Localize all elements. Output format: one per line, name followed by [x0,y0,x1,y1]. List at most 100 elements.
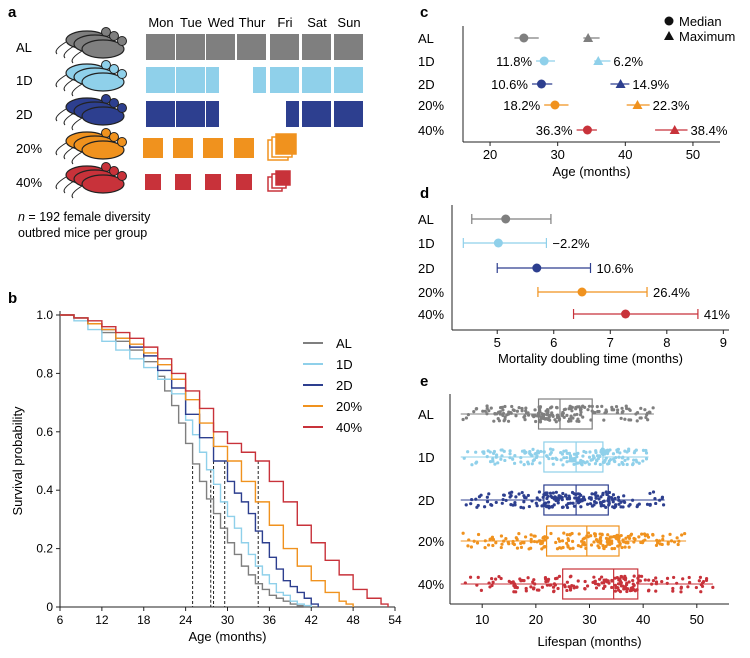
x-axis-title: Lifespan (months) [537,634,641,649]
data-point [611,457,616,461]
data-point [483,409,487,413]
data-point [623,417,627,421]
data-point [575,585,579,589]
data-point [665,581,669,585]
data-point [675,536,679,540]
panel-b-letter: b [8,290,17,307]
data-point [554,456,558,460]
day-labels: Mon Tue Wed Thur Fri Sat Sun [148,15,360,30]
data-point [507,410,511,414]
data-point [549,451,553,455]
data-point [632,583,636,587]
data-point [592,540,596,544]
food-block [234,138,254,158]
data-point [599,541,603,545]
data-point [570,409,574,413]
data-point [671,589,675,593]
data-point [497,574,501,579]
data-point [531,447,535,451]
data-point [568,501,573,505]
data-point [571,501,575,505]
data-point [554,490,558,494]
data-point [594,491,598,495]
data-point [668,532,672,536]
data-point [491,457,495,461]
data-point [572,456,577,460]
data-point [644,451,649,455]
data-point [515,537,519,541]
data-point [526,576,530,580]
data-point [637,461,641,465]
data-point [500,542,504,546]
points-40pct [463,574,715,594]
data-point [474,406,479,411]
data-point [512,584,516,588]
row-label-al: AL [418,212,434,227]
food-block [175,174,191,190]
day-label-mon: Mon [148,15,173,30]
row-label-1d: 1D [418,236,435,251]
maximum-point-al [583,33,594,42]
food-block [286,101,299,127]
food-block [176,67,205,93]
data-point [605,448,610,452]
mouse-tail [71,185,83,199]
data-point [639,574,644,578]
data-point [522,500,526,504]
day-label-thur: Thur [239,15,266,30]
mouse-ear [109,132,119,142]
data-point [537,490,542,494]
maximum-label-20pct: 22.3% [653,98,690,113]
data-point [654,543,659,548]
data-point [704,578,709,582]
data-point [489,406,493,410]
data-point [613,576,617,580]
point-al [501,214,511,224]
data-point [519,505,523,509]
data-point [666,542,670,546]
y-tick-label: 0.4 [36,483,53,497]
data-point [644,415,648,420]
data-point [676,542,680,547]
data-point [623,449,627,453]
survival-line-al [60,314,312,608]
mouse-tail [71,117,83,131]
data-point [579,410,583,414]
food-block [270,34,299,60]
data-point [660,496,664,500]
data-point [548,418,552,422]
data-point [592,575,596,579]
data-point [524,406,528,410]
data-point [568,575,572,579]
data-point [474,450,478,454]
label-2d: 10.6% [597,261,634,276]
data-point [638,416,642,420]
data-point [477,495,482,499]
data-point [576,492,580,496]
data-point [523,535,528,539]
data-point [601,586,606,591]
data-point [588,450,592,454]
data-point [593,532,597,536]
day-label-sun: Sun [337,15,360,30]
data-point [591,580,595,585]
panel-d-doubling: d 5 6 7 8 9 Mortality doubling time (months) A… [418,185,730,366]
data-point [486,543,491,547]
data-point [568,588,573,592]
mouse-icon [55,94,127,131]
mouse-tail [55,142,67,156]
day-label-sat: Sat [307,15,327,30]
data-point [551,585,556,589]
maximum-label-2d: 14.9% [632,77,669,92]
data-point [530,453,534,458]
survival-line-1d [60,314,312,607]
data-point [554,540,558,545]
data-point [510,404,514,409]
data-point [633,449,637,453]
point-40pct [621,309,631,319]
legend-maximum-icon [664,31,674,40]
data-point [508,449,512,453]
x-tick-label: 54 [388,613,402,627]
data-point [545,504,549,508]
mouse-icon [55,60,127,97]
